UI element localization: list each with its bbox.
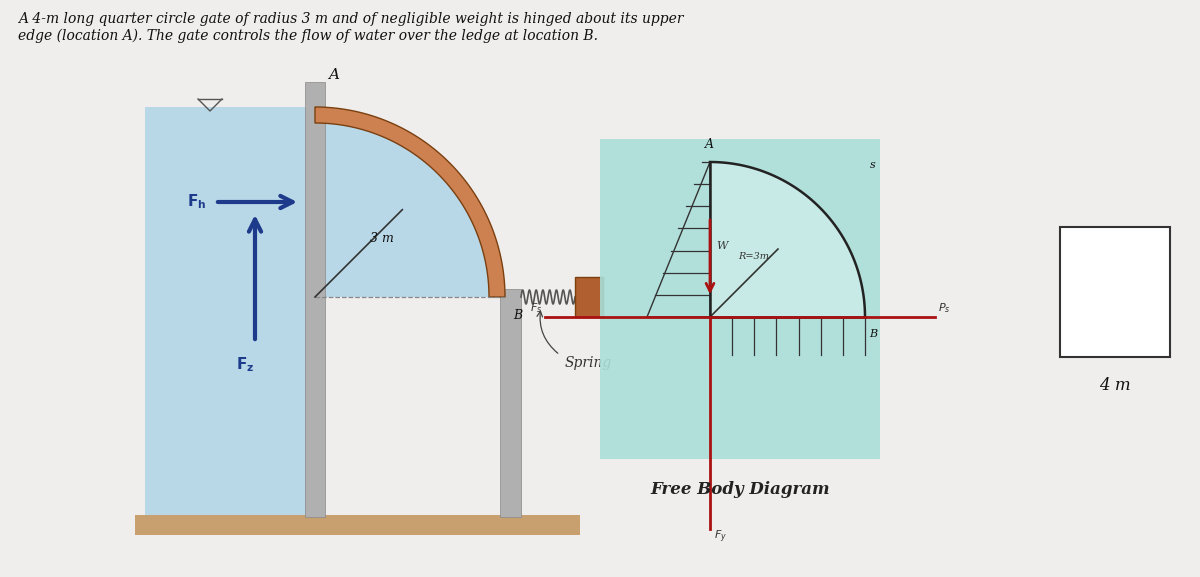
Polygon shape [600,139,880,459]
Polygon shape [145,107,310,517]
Text: A: A [328,68,340,82]
Text: B: B [514,309,522,322]
Polygon shape [314,107,505,297]
Polygon shape [305,82,325,517]
Text: s: s [870,160,876,170]
Polygon shape [710,162,865,317]
Text: $\mathbf{F_h}$: $\mathbf{F_h}$ [187,193,206,211]
Text: R=3m: R=3m [738,252,769,261]
Text: A 4-m long quarter circle gate of radius 3 m and of negligible weight is hinged : A 4-m long quarter circle gate of radius… [18,12,684,43]
Text: A: A [706,138,714,151]
Text: Free Body Diagram: Free Body Diagram [650,481,830,498]
Text: W: W [716,241,727,251]
Text: $F_s$: $F_s$ [530,301,542,315]
Text: $F_y$: $F_y$ [714,529,727,545]
Polygon shape [575,277,604,317]
Text: $P_s$: $P_s$ [938,301,950,315]
Text: B: B [869,329,877,339]
Polygon shape [314,119,493,297]
Text: 4 m: 4 m [1099,377,1130,394]
Text: 3 m: 3 m [370,232,394,245]
Text: $\mathbf{F_z}$: $\mathbf{F_z}$ [236,355,254,374]
Polygon shape [134,515,580,535]
Text: Spring: Spring [565,356,612,370]
Polygon shape [1060,227,1170,357]
Polygon shape [500,289,521,517]
